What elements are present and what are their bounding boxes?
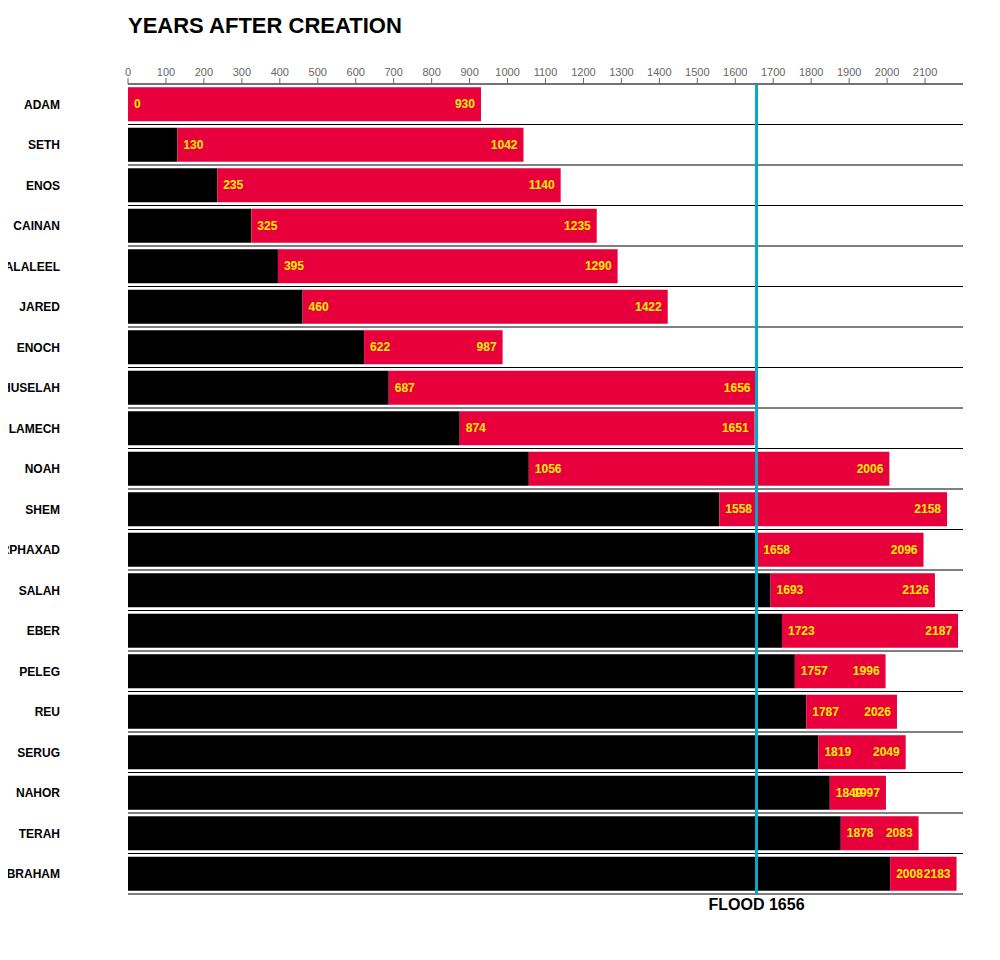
svg-text:1651: 1651 [722, 421, 749, 435]
svg-text:2026: 2026 [864, 705, 891, 719]
svg-text:1700: 1700 [761, 66, 785, 78]
svg-text:1723: 1723 [788, 624, 815, 638]
svg-text:METHUSELAH: METHUSELAH [8, 381, 60, 395]
svg-text:500: 500 [309, 66, 327, 78]
svg-text:600: 600 [347, 66, 365, 78]
svg-text:1900: 1900 [837, 66, 861, 78]
svg-text:400: 400 [271, 66, 289, 78]
svg-text:300: 300 [233, 66, 251, 78]
svg-text:200: 200 [195, 66, 213, 78]
svg-text:REU: REU [35, 705, 60, 719]
svg-text:1400: 1400 [647, 66, 671, 78]
svg-text:1997: 1997 [853, 786, 880, 800]
svg-text:SETH: SETH [28, 138, 60, 152]
svg-text:1996: 1996 [853, 664, 880, 678]
svg-text:1757: 1757 [801, 664, 828, 678]
svg-text:SALAH: SALAH [19, 584, 60, 598]
svg-text:FLOOD 1656: FLOOD 1656 [709, 896, 805, 913]
svg-text:2187: 2187 [925, 624, 952, 638]
svg-text:1200: 1200 [571, 66, 595, 78]
svg-text:1787: 1787 [812, 705, 839, 719]
svg-text:235: 235 [223, 178, 243, 192]
svg-text:ABRAHAM: ABRAHAM [8, 867, 60, 881]
svg-text:0: 0 [134, 97, 141, 111]
svg-text:1656: 1656 [724, 381, 751, 395]
svg-text:1042: 1042 [491, 138, 518, 152]
svg-text:2083: 2083 [886, 826, 913, 840]
svg-text:PELEG: PELEG [19, 665, 60, 679]
svg-text:800: 800 [422, 66, 440, 78]
svg-text:622: 622 [370, 340, 390, 354]
svg-text:2006: 2006 [857, 462, 884, 476]
svg-text:1658: 1658 [763, 543, 790, 557]
svg-text:874: 874 [466, 421, 486, 435]
svg-text:ARPHAXAD: ARPHAXAD [8, 543, 60, 557]
svg-text:2100: 2100 [913, 66, 937, 78]
svg-text:460: 460 [309, 300, 329, 314]
svg-text:ENOCH: ENOCH [17, 341, 60, 355]
svg-text:2096: 2096 [891, 543, 918, 557]
svg-text:325: 325 [257, 219, 277, 233]
svg-text:1000: 1000 [495, 66, 519, 78]
svg-text:EBER: EBER [27, 624, 61, 638]
svg-text:ADAM: ADAM [24, 98, 60, 112]
svg-text:1800: 1800 [799, 66, 823, 78]
svg-text:ENOS: ENOS [26, 179, 60, 193]
svg-text:900: 900 [460, 66, 478, 78]
svg-text:1056: 1056 [535, 462, 562, 476]
svg-text:1600: 1600 [723, 66, 747, 78]
svg-text:2000: 2000 [875, 66, 899, 78]
svg-text:100: 100 [157, 66, 175, 78]
svg-text:1819: 1819 [824, 745, 851, 759]
svg-text:1290: 1290 [585, 259, 612, 273]
svg-text:2126: 2126 [902, 583, 929, 597]
svg-text:LAMECH: LAMECH [9, 422, 60, 436]
svg-text:1849: 1849 [835, 785, 863, 800]
svg-text:TERAH: TERAH [19, 827, 60, 841]
svg-text:1693: 1693 [777, 583, 804, 597]
svg-text:1235: 1235 [564, 219, 591, 233]
svg-text:2008: 2008 [896, 867, 923, 881]
svg-text:SHEM: SHEM [25, 503, 60, 517]
svg-text:1878: 1878 [847, 826, 874, 840]
svg-text:130: 130 [183, 138, 203, 152]
svg-text:1500: 1500 [685, 66, 709, 78]
svg-text:1422: 1422 [635, 300, 662, 314]
svg-text:930: 930 [455, 97, 475, 111]
svg-text:1558: 1558 [725, 502, 752, 516]
svg-text:NOAH: NOAH [25, 462, 60, 476]
svg-text:987: 987 [477, 340, 497, 354]
svg-text:1140: 1140 [529, 178, 555, 192]
svg-text:SERUG: SERUG [17, 746, 60, 760]
html-text:YEARS AFTER CREATION: YEARS AFTER CREATION [128, 13, 402, 38]
svg-text:JARED: JARED [19, 300, 60, 314]
svg-text:687: 687 [395, 381, 415, 395]
svg-text:700: 700 [385, 66, 403, 78]
svg-text:2183: 2183 [924, 867, 951, 881]
svg-text:0: 0 [125, 66, 131, 78]
svg-text:395: 395 [284, 259, 304, 273]
svg-text:1300: 1300 [609, 66, 633, 78]
svg-text:NAHOR: NAHOR [16, 786, 60, 800]
svg-text:1100: 1100 [534, 66, 558, 78]
svg-text:2049: 2049 [873, 745, 900, 759]
svg-text:CAINAN: CAINAN [13, 219, 60, 233]
svg-text:MAHALALEEL: MAHALALEEL [8, 260, 60, 274]
svg-text:2158: 2158 [914, 502, 941, 516]
